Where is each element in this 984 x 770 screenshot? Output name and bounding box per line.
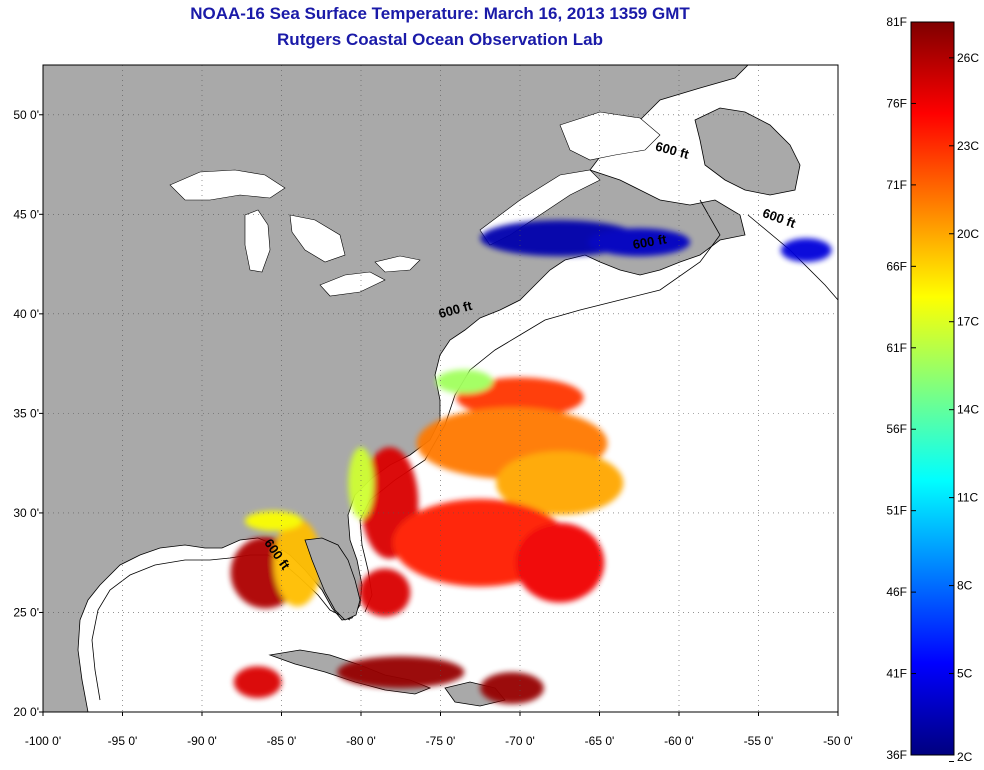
sst-patch (435, 369, 493, 394)
sst-patch (244, 510, 303, 531)
sst-patch (588, 228, 691, 257)
lon-axis: -100 0' -95 0' -90 0' -85 0' -80 0' -75 0' -70… (25, 712, 853, 748)
colorbar: 81F 76F 71F 66F 61F 56F 51F 46F 41F 36F 26C 23C 20C… (886, 15, 979, 764)
sst-patch (480, 672, 544, 705)
lon-tick-label: -50 0' (823, 734, 853, 748)
sst-patch (233, 666, 282, 699)
lon-tick-label: -75 0' (426, 734, 456, 748)
colorbar-f-label: 46F (886, 585, 907, 599)
lake-michigan (244, 209, 271, 273)
colorbar-f-label: 71F (886, 178, 907, 192)
sst-patch (496, 451, 624, 515)
colorbar-c-label: 14C (957, 403, 979, 417)
lon-tick-label: -85 0' (267, 734, 297, 748)
great-lakes (169, 169, 421, 297)
colorbar-f-label: 66F (886, 259, 907, 273)
colorbar-f-label: 36F (886, 748, 907, 762)
colorbar-c-label: 8C (957, 579, 973, 593)
sst-patch (780, 238, 832, 263)
colorbar-f-label: 56F (886, 422, 907, 436)
colorbar-f-label: 61F (886, 341, 907, 355)
gulf-of-st-lawrence (559, 111, 661, 161)
lake-ontario (374, 255, 421, 273)
colorbar-f-labels: 81F 76F 71F 66F 61F 56F 51F 46F 41F 36F (886, 15, 916, 762)
colorbar-f-label: 41F (886, 667, 907, 681)
lake-superior (169, 169, 286, 201)
sst-layer (230, 220, 832, 705)
land-newfoundland (694, 107, 801, 196)
lat-tick-label: 50 0' (13, 108, 39, 122)
colorbar-c-label: 17C (957, 315, 979, 329)
lon-tick-label: -80 0' (346, 734, 376, 748)
lon-tick-label: -55 0' (744, 734, 774, 748)
sst-patch (337, 656, 465, 689)
map-title: NOAA-16 Sea Surface Temperature: March 1… (190, 4, 690, 23)
colorbar-c-label: 20C (957, 227, 979, 241)
lat-tick-label: 45 0' (13, 207, 39, 221)
lon-tick-label: -65 0' (585, 734, 615, 748)
isobath-label: 600 ft (632, 231, 669, 252)
colorbar-f-label: 51F (886, 504, 907, 518)
sst-patch (348, 447, 374, 519)
colorbar-c-label: 26C (957, 51, 979, 65)
sst-patch (515, 522, 605, 603)
colorbar-f-label: 76F (886, 96, 907, 110)
colorbar-f-label: 81F (886, 15, 907, 29)
lat-axis: 20 0' 25 0' 30 0' 35 0' 40 0' 45 0' 50 0' (13, 108, 43, 719)
lon-tick-label: -100 0' (25, 734, 61, 748)
colorbar-gradient (910, 21, 955, 756)
colorbar-c-label: 2C (957, 750, 973, 764)
lon-tick-label: -95 0' (108, 734, 138, 748)
lat-tick-label: 35 0' (13, 406, 39, 420)
colorbar-c-label: 11C (957, 491, 978, 505)
lake-huron (289, 214, 346, 263)
lon-tick-label: -60 0' (664, 734, 694, 748)
lat-tick-label: 40 0' (13, 307, 39, 321)
lat-tick-label: 20 0' (13, 705, 39, 719)
sst-patch (359, 568, 411, 617)
lake-erie (319, 271, 386, 297)
land-florida (304, 537, 361, 621)
map-subtitle: Rutgers Coastal Ocean Observation Lab (277, 30, 603, 49)
colorbar-c-label: 23C (957, 139, 979, 153)
lon-tick-label: -90 0' (187, 734, 217, 748)
lat-tick-label: 25 0' (13, 605, 39, 619)
lat-tick-label: 30 0' (13, 506, 39, 520)
colorbar-c-label: 5C (957, 667, 973, 681)
colorbar-c-labels: 26C 23C 20C 17C 14C 11C 8C 5C 2C (949, 51, 979, 764)
lon-tick-label: -70 0' (505, 734, 535, 748)
